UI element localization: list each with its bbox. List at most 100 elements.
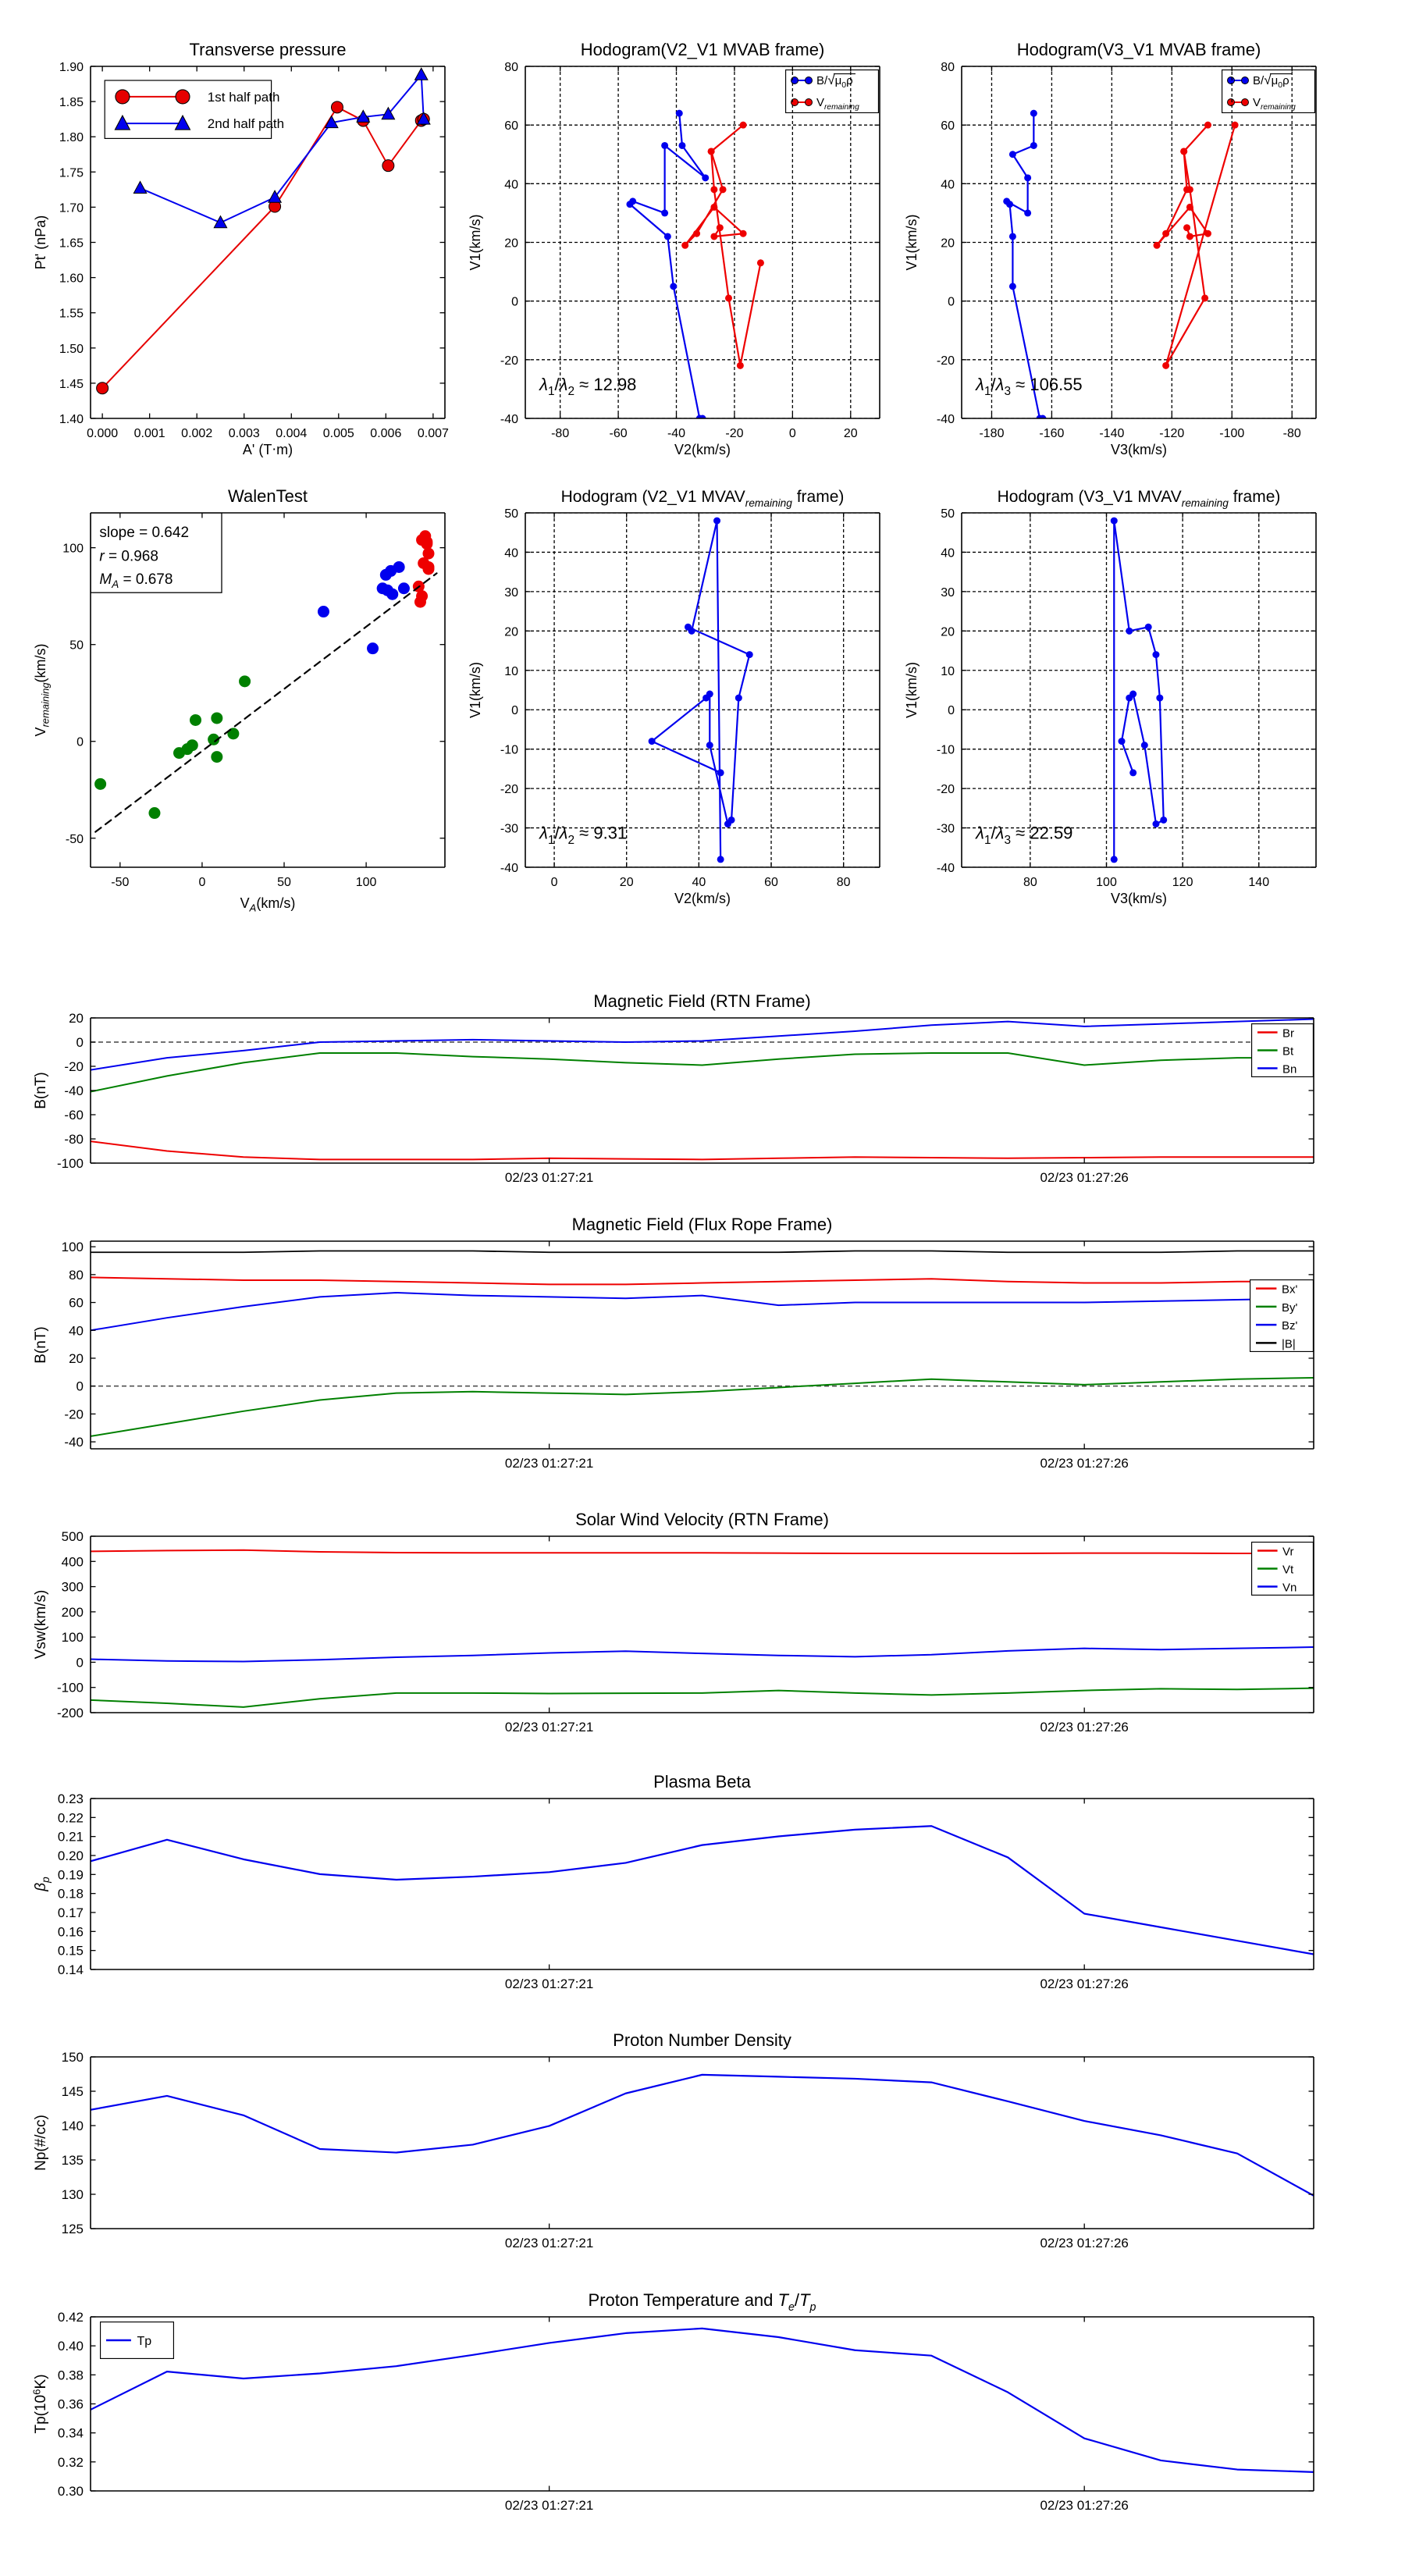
svg-text:1.75: 1.75 [59, 166, 84, 180]
svg-text:-60: -60 [610, 427, 628, 440]
svg-text:0: 0 [948, 704, 955, 717]
svg-text:Bn: Bn [1282, 1063, 1297, 1076]
svg-text:02/23 01:27:21: 02/23 01:27:21 [505, 2498, 593, 2513]
svg-text:-50: -50 [111, 876, 129, 889]
svg-text:-40: -40 [500, 862, 518, 875]
svg-text:1.85: 1.85 [59, 96, 84, 109]
svg-text:-80: -80 [1283, 427, 1301, 440]
svg-text:200: 200 [62, 1605, 84, 1620]
svg-text:MA = 0.678: MA = 0.678 [99, 571, 173, 590]
svg-text:135: 135 [62, 2153, 84, 2168]
svg-text:40: 40 [692, 876, 706, 889]
svg-text:Vsw(km/s): Vsw(km/s) [33, 1590, 49, 1660]
svg-text:02/23 01:27:21: 02/23 01:27:21 [505, 2236, 593, 2250]
svg-text:VA(km/s): VA(km/s) [240, 895, 296, 914]
svg-text:|B|: |B| [1282, 1337, 1296, 1350]
svg-text:0: 0 [551, 876, 558, 889]
svg-text:0: 0 [76, 1655, 84, 1670]
svg-text:1.70: 1.70 [59, 201, 84, 215]
svg-text:B(nT): B(nT) [33, 1072, 49, 1109]
svg-text:Transverse pressure: Transverse pressure [190, 40, 347, 59]
svg-text:30: 30 [941, 586, 955, 600]
svg-text:Solar Wind Velocity (RTN Frame: Solar Wind Velocity (RTN Frame) [575, 1510, 829, 1529]
svg-text:80: 80 [69, 1268, 84, 1283]
svg-text:0.21: 0.21 [58, 1830, 84, 1845]
svg-text:-20: -20 [500, 354, 518, 368]
svg-text:-40: -40 [667, 427, 685, 440]
svg-text:02/23 01:27:21: 02/23 01:27:21 [505, 1720, 593, 1735]
svg-text:145: 145 [62, 2084, 84, 2099]
svg-text:02/23 01:27:26: 02/23 01:27:26 [1040, 2498, 1128, 2513]
svg-text:1.65: 1.65 [59, 237, 84, 251]
svg-text:-10: -10 [500, 744, 518, 757]
svg-text:20: 20 [941, 625, 955, 639]
svg-text:Vt: Vt [1282, 1564, 1294, 1577]
svg-text:02/23 01:27:21: 02/23 01:27:21 [505, 1456, 593, 1471]
svg-text:Vn: Vn [1282, 1582, 1297, 1595]
svg-text:0.23: 0.23 [58, 1791, 84, 1806]
svg-text:0: 0 [511, 296, 518, 309]
svg-text:0.22: 0.22 [58, 1810, 84, 1825]
svg-text:-80: -80 [551, 427, 569, 440]
svg-text:-20: -20 [64, 1059, 84, 1074]
svg-text:100: 100 [356, 876, 377, 889]
svg-text:50: 50 [504, 507, 518, 521]
svg-text:0.34: 0.34 [58, 2426, 84, 2441]
svg-text:By': By' [1282, 1301, 1298, 1315]
svg-text:-20: -20 [725, 427, 743, 440]
svg-text:Bz': Bz' [1282, 1319, 1298, 1332]
svg-text:02/23 01:27:26: 02/23 01:27:26 [1040, 1720, 1128, 1735]
svg-text:Magnetic Field (RTN Frame): Magnetic Field (RTN Frame) [593, 991, 810, 1011]
svg-text:-20: -20 [937, 783, 955, 796]
svg-text:0.17: 0.17 [58, 1905, 84, 1920]
svg-text:-100: -100 [1219, 427, 1244, 440]
svg-text:80: 80 [837, 876, 851, 889]
svg-text:0.20: 0.20 [58, 1848, 84, 1863]
svg-text:02/23 01:27:21: 02/23 01:27:21 [505, 1976, 593, 1991]
svg-text:λ1/λ3 ≈ 22.59: λ1/λ3 ≈ 22.59 [975, 824, 1072, 847]
svg-text:0: 0 [511, 704, 518, 717]
svg-text:0.005: 0.005 [323, 427, 354, 440]
svg-text:0.19: 0.19 [58, 1867, 84, 1882]
svg-text:Pt' (nPa): Pt' (nPa) [33, 215, 48, 269]
svg-text:-60: -60 [64, 1108, 84, 1123]
svg-text:40: 40 [941, 178, 955, 191]
svg-text:-140: -140 [1099, 427, 1124, 440]
svg-text:Tp(106K): Tp(106K) [30, 2374, 49, 2433]
svg-text:125: 125 [62, 2222, 84, 2236]
svg-text:Np(#/cc): Np(#/cc) [33, 2115, 49, 2171]
svg-text:V1(km/s): V1(km/s) [468, 662, 483, 718]
svg-text:-40: -40 [64, 1435, 84, 1450]
svg-text:140: 140 [1248, 876, 1269, 889]
svg-text:02/23 01:27:26: 02/23 01:27:26 [1040, 2236, 1128, 2250]
svg-text:-200: -200 [57, 1706, 84, 1720]
svg-text:slope = 0.642: slope = 0.642 [99, 525, 189, 541]
svg-text:400: 400 [62, 1554, 84, 1569]
svg-text:60: 60 [69, 1296, 84, 1311]
svg-text:02/23 01:27:21: 02/23 01:27:21 [505, 1170, 593, 1185]
svg-text:0: 0 [76, 736, 84, 749]
svg-text:100: 100 [62, 543, 84, 556]
svg-text:20: 20 [504, 237, 518, 251]
svg-text:-100: -100 [57, 1681, 84, 1695]
svg-text:0: 0 [198, 876, 205, 889]
svg-text:-160: -160 [1039, 427, 1064, 440]
svg-text:02/23 01:27:26: 02/23 01:27:26 [1040, 1976, 1128, 1991]
svg-text:λ1/λ2 ≈ 9.31: λ1/λ2 ≈ 9.31 [539, 824, 627, 847]
svg-text:0: 0 [948, 296, 955, 309]
svg-text:80: 80 [941, 61, 955, 74]
svg-text:1.90: 1.90 [59, 61, 84, 74]
svg-text:100: 100 [1096, 876, 1117, 889]
svg-text:-80: -80 [64, 1132, 84, 1147]
svg-text:0.38: 0.38 [58, 2368, 84, 2382]
svg-text:Plasma Beta: Plasma Beta [653, 1772, 751, 1791]
svg-text:20: 20 [69, 1351, 84, 1366]
svg-text:500: 500 [62, 1529, 84, 1544]
svg-text:1st half path: 1st half path [208, 90, 280, 105]
svg-text:10: 10 [504, 665, 518, 678]
svg-text:V1(km/s): V1(km/s) [904, 662, 919, 718]
svg-text:V1(km/s): V1(km/s) [468, 215, 483, 271]
svg-text:60: 60 [504, 119, 518, 133]
svg-text:Proton Number Density: Proton Number Density [613, 2030, 791, 2050]
svg-text:-30: -30 [500, 823, 518, 836]
